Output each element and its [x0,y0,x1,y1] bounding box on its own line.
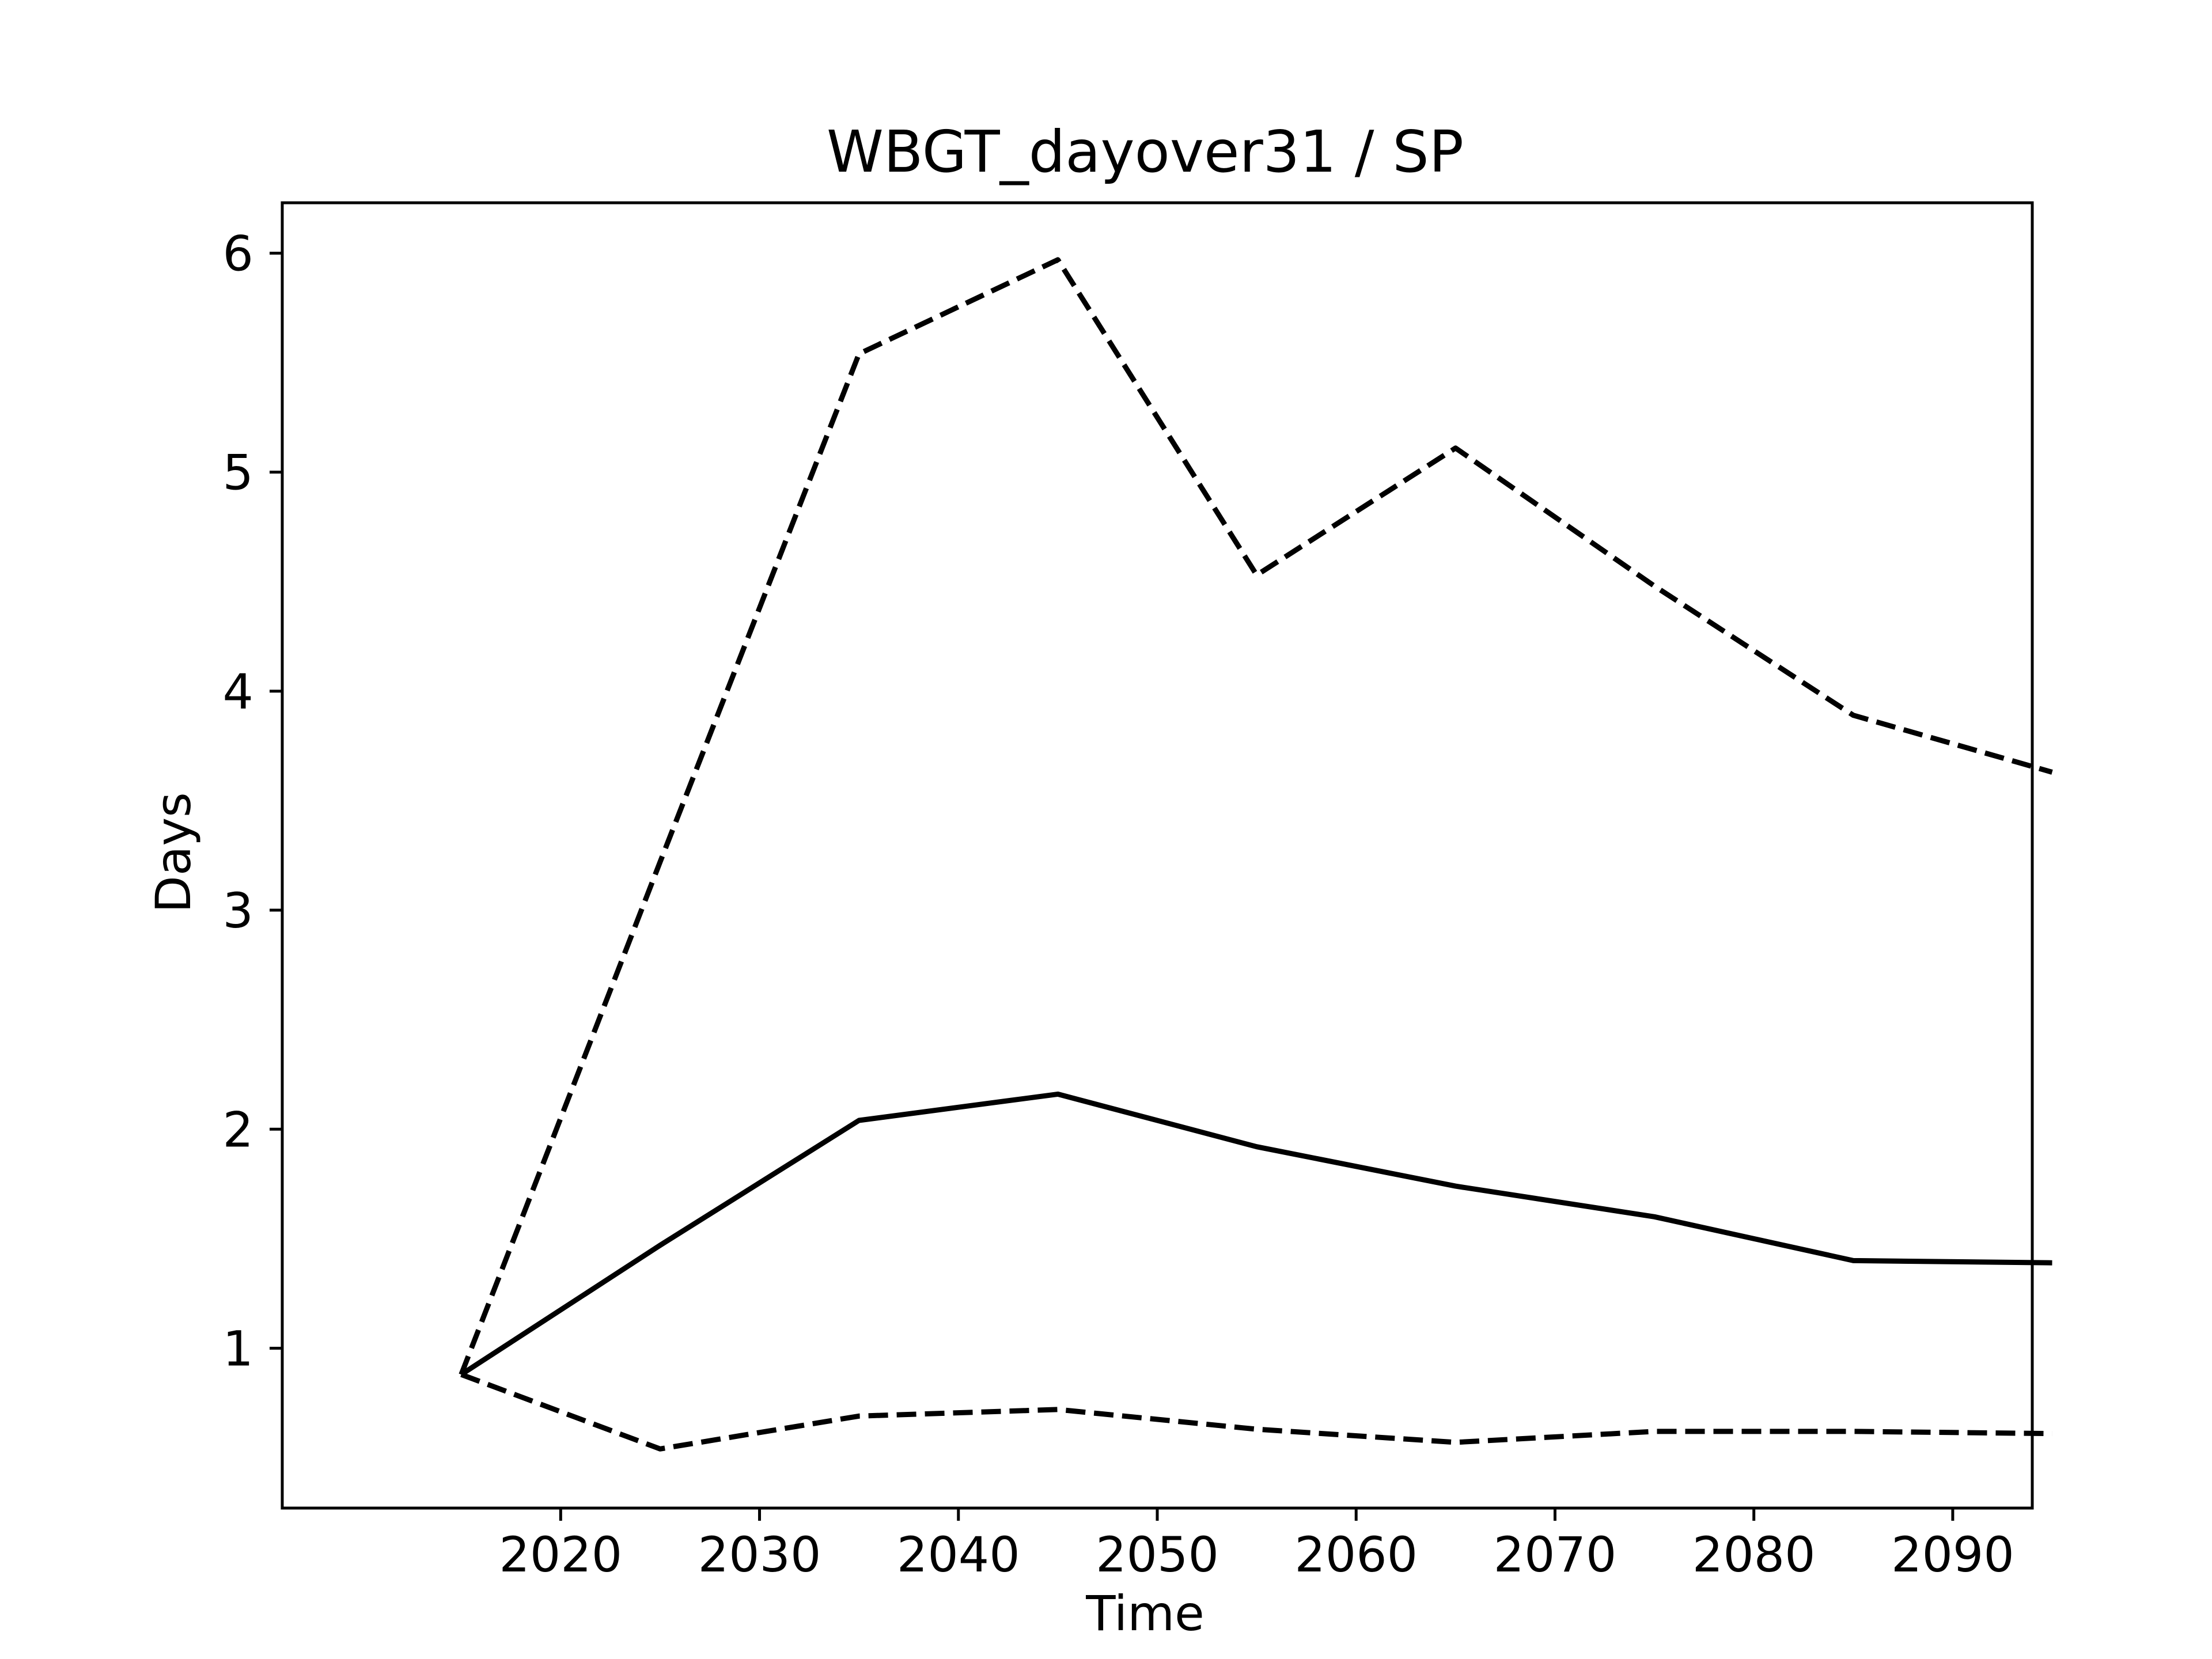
y-axis-title: Days [145,792,202,913]
x-tick-label: 2060 [1294,1527,1418,1583]
x-tick-label: 2050 [1096,1527,1219,1583]
plot-area [282,203,2032,1508]
x-axis-title: Time [1085,1585,1205,1642]
y-tick-label: 6 [223,225,253,282]
x-tick-label: 2090 [1891,1527,2014,1583]
y-tick-label: 5 [223,445,253,501]
series-line-1 [459,257,2053,1376]
series-line-3 [460,1372,2052,1452]
y-tick-label: 4 [223,664,253,720]
chart-title: WBGT_dayover31 / SP [827,118,1464,185]
y-tick-label: 1 [223,1320,253,1377]
axes-group: 2020 2030 2040 2050 2060 2070 2080 2090 1 2 3 4 5 6 [223,201,2034,1583]
x-tick-label: 2080 [1692,1527,1816,1583]
plot-background [282,203,2032,1508]
y-tick-label: 2 [223,1101,253,1158]
x-tick-label: 2030 [698,1527,821,1583]
x-tick-label: 2040 [897,1527,1020,1583]
x-tick-label: 2070 [1494,1527,1617,1583]
series-group [459,257,2053,1452]
y-tick-label: 3 [223,882,253,939]
series-line-2 [460,1091,2052,1377]
x-tick-label: 2020 [499,1527,622,1583]
